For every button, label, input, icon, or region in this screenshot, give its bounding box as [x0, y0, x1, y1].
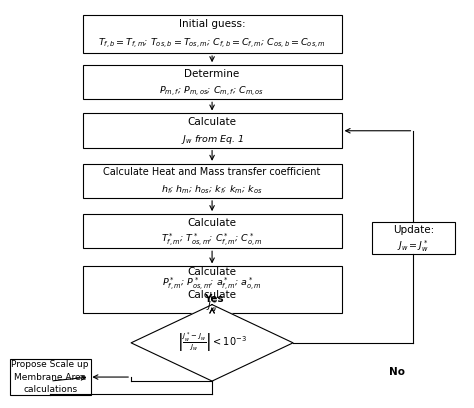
Text: Calculate: Calculate	[188, 217, 237, 228]
Bar	[9, 359, 91, 395]
Text: $J_w$ from Eq. 1: $J_w$ from Eq. 1	[181, 133, 244, 146]
Text: $J_w = J^*_w$: $J_w = J^*_w$	[397, 239, 429, 254]
Bar	[82, 15, 342, 53]
Text: Calculate: Calculate	[188, 267, 237, 277]
Bar	[372, 222, 455, 254]
Text: Initial guess:: Initial guess:	[179, 20, 246, 29]
Bar	[82, 214, 342, 248]
Text: Calculate: Calculate	[188, 290, 237, 300]
Bar	[82, 164, 342, 198]
Text: Calculate: Calculate	[188, 117, 237, 127]
Text: Membrane Area: Membrane Area	[14, 373, 86, 381]
Text: $P^*_{f,m}$; $P^*_{os,m}$; $a^*_{f,m}$; $a^*_{o,m}$: $P^*_{f,m}$; $P^*_{os,m}$; $a^*_{f,m}$; …	[162, 275, 262, 292]
Text: Calculate Heat and Mass transfer coefficient: Calculate Heat and Mass transfer coeffic…	[103, 167, 321, 177]
Text: $\left|\frac{J^*_w - J_w}{J_w}\right| < 10^{-3}$: $\left|\frac{J^*_w - J_w}{J_w}\right| < …	[177, 331, 247, 355]
Text: Update:: Update:	[393, 225, 434, 235]
Text: Determine: Determine	[184, 69, 240, 79]
Text: $J^*_w$: $J^*_w$	[206, 299, 218, 315]
Text: Yes: Yes	[205, 294, 224, 304]
Text: $T^*_{f,m}$; $T^*_{os,m}$; $C^*_{f,m}$; $C^*_{o,m}$: $T^*_{f,m}$; $T^*_{os,m}$; $C^*_{f,m}$; …	[161, 231, 263, 248]
Text: calculations: calculations	[23, 385, 77, 394]
Text: $T_{f,b} = T_{f,m}$; $T_{os,b} = T_{os,m}$; $C_{f,b} = C_{f,m}$; $C_{os,b} = C_{: $T_{f,b} = T_{f,m}$; $T_{os,b} = T_{os,m…	[98, 37, 326, 51]
Bar	[82, 65, 342, 100]
Text: $P_{m,f}$; $P_{m,os}$; $C_{m,f}$; $C_{m,os}$: $P_{m,f}$; $P_{m,os}$; $C_{m,f}$; $C_{m,…	[159, 84, 264, 98]
Polygon shape	[131, 305, 293, 381]
Text: No: No	[389, 367, 405, 377]
Bar	[82, 113, 342, 148]
Text: $h_f$; $h_m$; $h_{os}$; $k_f$; $k_m$; $k_{os}$: $h_f$; $h_m$; $h_{os}$; $k_f$; $k_m$; $k…	[161, 183, 263, 196]
Text: Propose Scale up: Propose Scale up	[11, 361, 89, 370]
Bar	[82, 266, 342, 313]
